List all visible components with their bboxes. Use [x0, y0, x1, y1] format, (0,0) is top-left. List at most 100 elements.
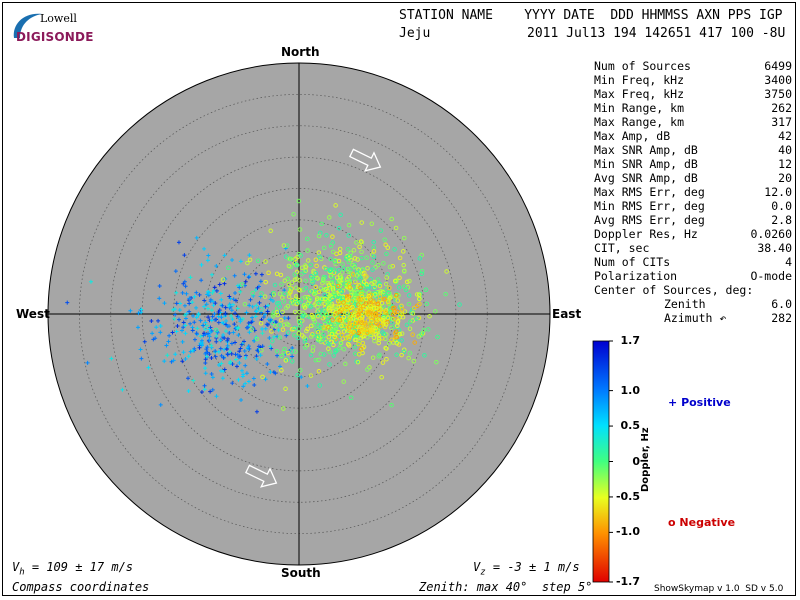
- source-point-positive: [203, 332, 208, 337]
- source-point-negative: [305, 236, 310, 242]
- source-point-positive: [214, 394, 219, 399]
- source-point-negative: [308, 289, 313, 294]
- source-point-positive: [169, 359, 174, 364]
- source-point-positive: [173, 269, 178, 274]
- source-point-negative: [368, 276, 373, 282]
- colorbar-tick-label: 0.5: [620, 419, 641, 433]
- source-point-positive: [181, 325, 186, 330]
- source-point-negative: [277, 335, 283, 340]
- source-point-negative: [341, 323, 347, 328]
- source-point-positive: [269, 346, 274, 351]
- source-point-negative: [385, 315, 391, 320]
- source-point-positive: [239, 342, 244, 347]
- source-point-positive: [235, 352, 240, 357]
- source-point-negative: [354, 337, 359, 343]
- source-point-negative: [286, 256, 292, 261]
- source-point-positive: [218, 291, 223, 296]
- vz-symbol: V: [473, 560, 481, 574]
- source-point-negative: [336, 329, 341, 335]
- source-point-negative: [341, 379, 346, 384]
- source-point-positive: [183, 331, 188, 336]
- source-point-positive: [286, 316, 291, 321]
- source-point-positive: [199, 390, 204, 395]
- source-point-negative: [357, 270, 362, 275]
- source-point-negative: [383, 281, 389, 287]
- source-point-positive: [249, 320, 254, 325]
- source-point-negative: [303, 285, 309, 291]
- source-point-positive: [255, 285, 260, 290]
- source-point-negative: [359, 323, 364, 328]
- source-point-negative: [325, 288, 330, 294]
- source-point-negative: [282, 278, 288, 283]
- source-point-positive: [209, 318, 214, 323]
- source-point-negative: [387, 309, 393, 315]
- source-point-positive: [172, 316, 177, 321]
- source-point-negative: [381, 261, 386, 266]
- source-point-negative: [358, 239, 364, 244]
- source-point-positive: [225, 352, 230, 357]
- source-point-negative: [324, 233, 329, 238]
- source-point-negative: [389, 402, 394, 408]
- source-point-negative: [379, 375, 384, 380]
- stat-label: Min RMS Err, deg: [594, 199, 705, 213]
- source-point-negative: [359, 317, 365, 322]
- source-point-positive: [180, 290, 185, 295]
- source-point-negative: [301, 303, 307, 308]
- source-point-negative: [360, 296, 366, 302]
- source-point-positive: [211, 303, 216, 308]
- source-point-positive: [170, 330, 175, 335]
- source-point-negative: [333, 203, 338, 208]
- source-point-negative: [332, 334, 337, 340]
- source-point-negative: [406, 355, 411, 361]
- source-point-positive: [203, 371, 208, 376]
- source-point-negative: [305, 258, 311, 263]
- source-point-positive: [199, 262, 204, 267]
- source-point-positive: [158, 402, 163, 407]
- source-point-negative: [354, 273, 360, 278]
- source-point-positive: [216, 349, 221, 354]
- source-point-negative: [371, 299, 376, 304]
- source-point-positive: [210, 387, 215, 392]
- source-point-positive: [218, 338, 223, 343]
- source-point-positive: [202, 387, 207, 392]
- source-point-positive: [177, 317, 181, 322]
- source-point-positive: [209, 371, 214, 376]
- source-point-positive: [219, 353, 224, 358]
- source-point-positive: [241, 384, 246, 389]
- source-point-negative: [313, 284, 319, 290]
- source-point-negative: [340, 284, 346, 290]
- source-point-positive: [229, 341, 234, 346]
- source-point-negative: [245, 260, 250, 266]
- source-point-positive: [139, 356, 144, 361]
- source-point-negative: [331, 353, 336, 358]
- source-point-positive: [201, 323, 206, 328]
- source-point-negative: [292, 277, 298, 282]
- source-point-negative: [308, 323, 314, 329]
- source-point-negative: [402, 268, 407, 274]
- source-point-positive: [259, 272, 264, 277]
- stat-value: 262: [771, 101, 792, 115]
- source-point-negative: [316, 368, 322, 374]
- source-point-positive: [219, 315, 224, 320]
- source-point-positive: [192, 320, 197, 325]
- source-point-positive: [209, 308, 214, 313]
- source-point-negative: [387, 295, 393, 301]
- source-point-positive: [208, 297, 213, 302]
- source-point-negative: [311, 270, 316, 275]
- source-point-positive: [276, 328, 281, 333]
- source-point-negative: [349, 331, 354, 337]
- source-point-negative: [371, 306, 377, 311]
- source-point-positive: [228, 359, 233, 364]
- source-point-negative: [352, 262, 357, 268]
- source-point-positive: [196, 312, 201, 317]
- source-point-negative: [295, 300, 301, 305]
- source-point-negative: [292, 309, 298, 315]
- source-point-negative: [262, 294, 268, 299]
- source-point-positive: [238, 319, 243, 324]
- source-point-negative: [336, 258, 342, 264]
- source-point-negative: [384, 275, 390, 280]
- source-point-negative: [339, 278, 344, 284]
- source-point-negative: [330, 308, 336, 314]
- source-point-positive: [128, 308, 133, 313]
- source-point-negative: [279, 367, 284, 373]
